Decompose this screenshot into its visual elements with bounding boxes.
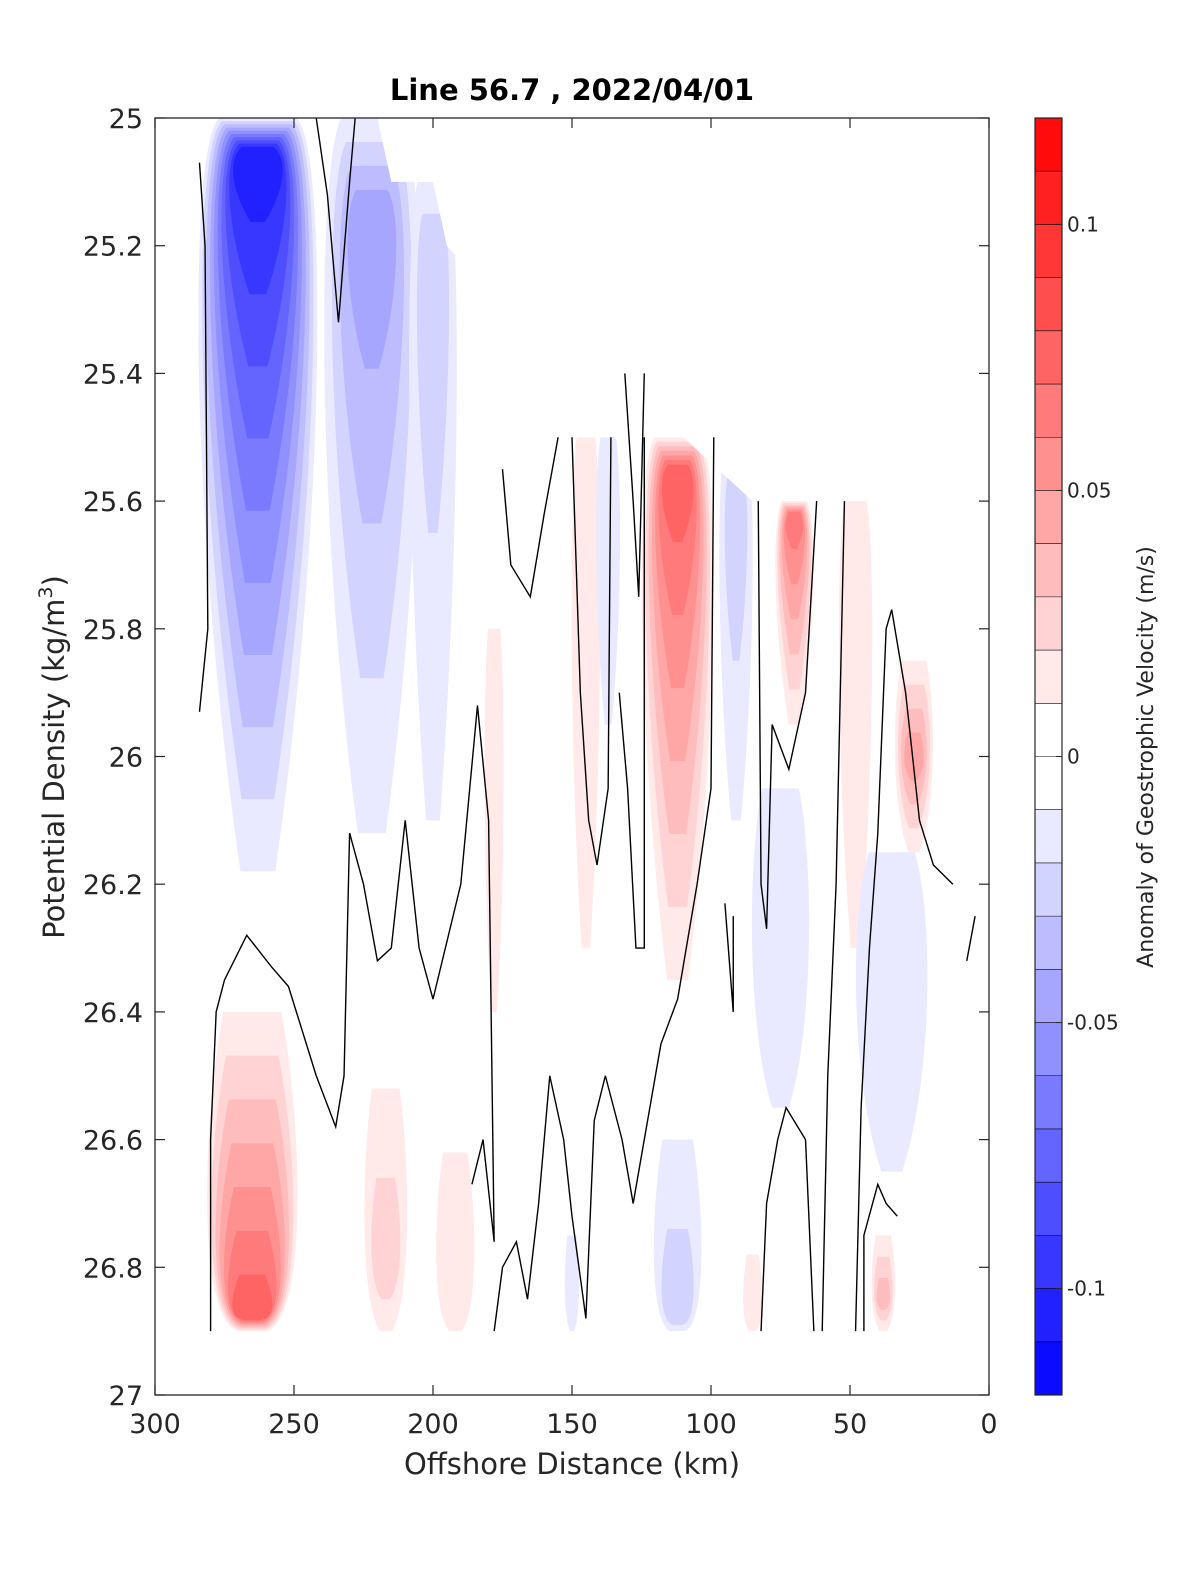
anomaly-region-12-level-0	[855, 852, 928, 1172]
x-tick-label-6: 0	[980, 1409, 997, 1440]
colorbar-tick-label-3: -0.05	[1067, 1011, 1119, 1035]
zero-contour-10	[757, 501, 818, 929]
zero-contour-6	[624, 373, 645, 597]
missing-data-bottom-mask	[155, 1331, 989, 1395]
colorbar-tick-label-4: -0.1	[1067, 1277, 1106, 1301]
zero-contour-2	[209, 705, 495, 1332]
colorbar-level-3	[1035, 277, 1062, 332]
chart-title: Line 56.7 , 2022/04/01	[390, 73, 754, 107]
zero-contour-14	[863, 1182, 898, 1332]
colorbar-tick-label-1: 0.05	[1067, 478, 1112, 502]
y-tick-label-2: 25.4	[83, 359, 143, 390]
x-tick-label-4: 100	[685, 1409, 737, 1440]
x-axis: 300 250 200 150 100 50 0	[129, 118, 998, 1440]
anomaly-region-8-level-0	[571, 437, 601, 949]
anomaly-region-9-level-0	[596, 437, 621, 725]
missing-data-mask	[155, 118, 989, 1395]
colorbar-level-8	[1035, 543, 1062, 598]
zero-contour-3	[493, 437, 715, 1332]
y-tick-label-10: 27	[109, 1381, 143, 1412]
colorbar-level-6	[1035, 437, 1062, 491]
anomaly-region-2-level-1	[416, 213, 450, 534]
colorbar-level-2	[1035, 224, 1062, 278]
anomaly-region-13-level-6	[232, 1274, 273, 1321]
anomaly-region-18-level-2	[876, 1277, 891, 1310]
anomaly-fill-layer	[198, 118, 934, 1332]
anomaly-region-5-level-5	[785, 511, 804, 549]
anomaly-region-17-level-0	[743, 1254, 763, 1332]
y-tick-label-1: 25.2	[83, 232, 143, 263]
colorbar-level-5	[1035, 384, 1062, 438]
y-tick-label-8: 26.6	[83, 1126, 143, 1157]
zero-contour-0	[198, 162, 209, 712]
colorbar-level-13	[1035, 809, 1062, 864]
colorbar-level-23	[1035, 1341, 1062, 1396]
anomaly-region-6-level-0	[838, 501, 873, 949]
y-tick-label-6: 26.2	[83, 870, 143, 901]
colorbar-level-1	[1035, 171, 1062, 225]
anomaly-region-1-level-3	[347, 189, 397, 369]
colorbar-level-7	[1035, 490, 1062, 544]
y-tick-label-7: 26.4	[83, 998, 143, 1029]
colorbar-label: Anomaly of Geostrophic Velocity (m/s)	[1134, 546, 1159, 968]
zero-contour-7	[618, 437, 645, 949]
anomaly-region-7-level-3	[904, 732, 924, 781]
y-tick-label-4: 25.8	[83, 615, 143, 646]
y-tick-label-9: 26.8	[83, 1253, 143, 1284]
y-tick-label-3: 25.6	[83, 487, 143, 518]
missing-data-top-mask	[155, 118, 989, 502]
y-tick-label-0: 25	[109, 104, 143, 135]
y-axis-label-end: )	[37, 575, 71, 586]
colorbar-level-16	[1035, 969, 1062, 1023]
anomaly-region-16-level-1	[661, 1228, 694, 1325]
zero-contour-11	[821, 501, 846, 1332]
anomaly-region-14-level-1	[371, 1177, 401, 1300]
colorbar-ticks: 0.1 0.05 0 -0.05 -0.1	[1056, 212, 1119, 1301]
colorbar-level-15	[1035, 916, 1062, 970]
x-tick-label-0: 300	[129, 1409, 181, 1440]
anomaly-region-11-level-0	[751, 788, 810, 1108]
colorbar-level-12	[1035, 756, 1062, 811]
x-tick-label-3: 150	[546, 1409, 598, 1440]
x-tick-label-5: 50	[833, 1409, 867, 1440]
colorbar-level-4	[1035, 330, 1062, 385]
colorbar-level-10	[1035, 650, 1062, 704]
colorbar-level-11	[1035, 703, 1062, 757]
colorbar-level-20	[1035, 1182, 1062, 1236]
anomaly-region-4-level-1	[724, 469, 748, 661]
colorbar-level-18	[1035, 1075, 1062, 1130]
colorbar-level-19	[1035, 1128, 1062, 1183]
anomaly-region-3-level-6	[661, 464, 694, 543]
zero-contour-5	[571, 437, 612, 866]
zero-contour-1	[315, 118, 356, 323]
anomaly-region-19-level-0	[564, 1235, 580, 1332]
y-axis-label-superscript: 3	[35, 586, 57, 598]
colorbar	[1034, 117, 1063, 1396]
zero-contour-12	[854, 609, 954, 1332]
x-tick-label-2: 200	[407, 1409, 459, 1440]
y-axis-label-main: Potential Density (kg/m	[37, 599, 71, 939]
y-axis: 25 25.2 25.4 25.6 25.8 26 26.2 26.4 26.6 26.8 27	[83, 104, 989, 1412]
y-tick-label-5: 26	[109, 743, 143, 774]
anomaly-region-0-level-9	[233, 146, 283, 223]
zero-contour-9	[760, 1105, 815, 1332]
colorbar-tick-label-2: 0	[1067, 745, 1080, 769]
zero-contour-4	[501, 437, 559, 599]
anomaly-region-15-level-0	[436, 1152, 475, 1332]
y-axis-label: Potential Density (kg/m3)	[35, 575, 71, 939]
zero-contour-13	[966, 915, 976, 961]
x-axis-label: Offshore Distance (km)	[404, 1447, 740, 1481]
colorbar-level-0	[1035, 118, 1062, 172]
colorbar-level-21	[1035, 1235, 1062, 1289]
zero-contour-layer	[198, 118, 976, 1332]
colorbar-level-22	[1035, 1288, 1062, 1343]
zero-contour-8	[724, 903, 734, 1012]
colorbar-level-14	[1035, 862, 1062, 917]
colorbar-level-9	[1035, 596, 1062, 651]
colorbar-tick-label-0: 0.1	[1067, 212, 1099, 236]
x-tick-label-1: 250	[268, 1409, 320, 1440]
colorbar-level-17	[1035, 1022, 1062, 1077]
